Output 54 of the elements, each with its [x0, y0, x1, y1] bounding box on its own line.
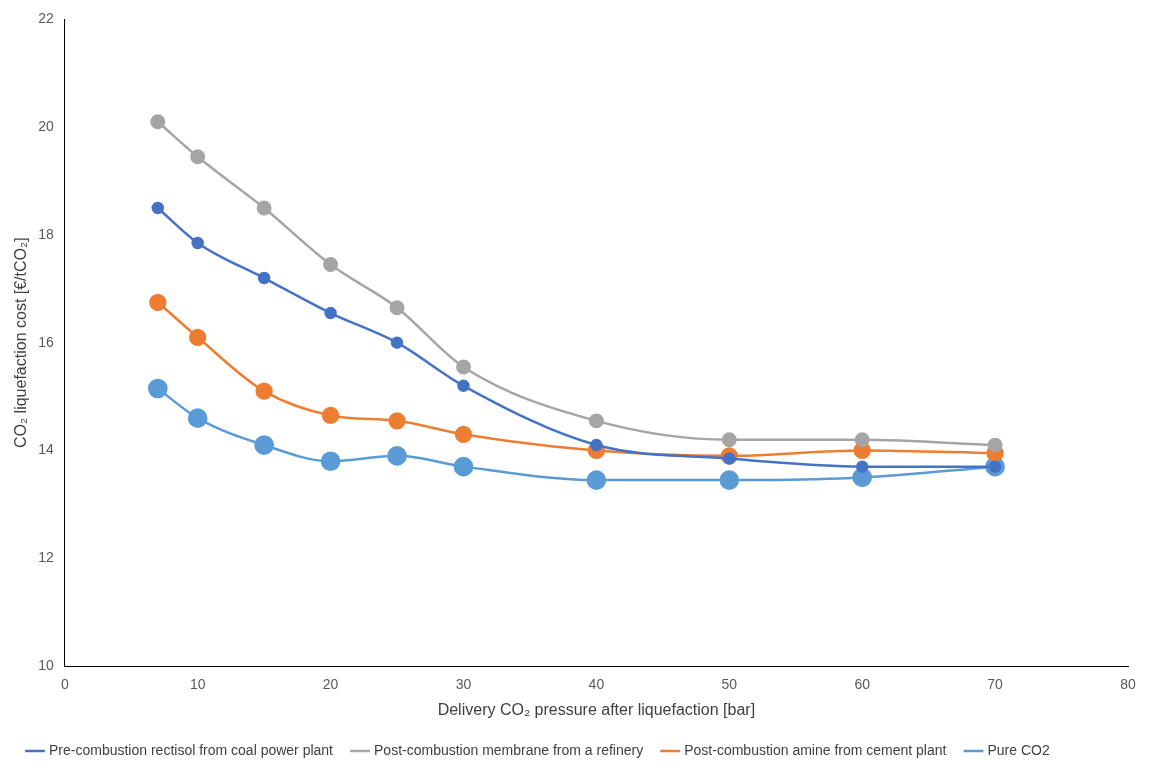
x-tick-label: 80 — [1120, 676, 1136, 693]
point — [323, 257, 339, 273]
point — [389, 300, 405, 316]
y-tick-label: 16 — [38, 333, 54, 350]
point — [191, 236, 204, 250]
point — [151, 201, 165, 215]
legend-label: Post-combustion membrane from a refinery — [374, 741, 644, 758]
legend-label: Pure CO2 — [987, 741, 1050, 758]
point — [320, 451, 341, 472]
point — [149, 293, 167, 311]
point — [387, 446, 407, 466]
y-tick-label: 18 — [38, 225, 54, 242]
y-axis-title: CO₂ liquefaction cost [€/tCO₂] — [12, 237, 30, 449]
point — [586, 470, 607, 490]
point — [150, 114, 166, 130]
point — [189, 328, 207, 346]
x-axis-title: Delivery CO₂ pressure after liquefaction [bar] — [437, 700, 756, 718]
x-tick-label: 40 — [588, 676, 605, 693]
x-tick-label: 50 — [721, 676, 738, 693]
point — [321, 406, 340, 425]
point — [390, 336, 404, 349]
point — [147, 378, 168, 399]
point — [256, 200, 272, 216]
point — [719, 470, 740, 490]
x-tick-label: 70 — [987, 676, 1004, 693]
x-tick-label: 60 — [854, 676, 871, 693]
point — [453, 456, 474, 477]
x-tick-label: 20 — [322, 676, 339, 693]
legend-label: Pre-combustion rectisol from coal power plant — [49, 741, 334, 758]
point — [255, 382, 273, 400]
point — [590, 438, 603, 452]
y-tick-label: 10 — [38, 656, 54, 673]
y-tick-label: 14 — [38, 441, 54, 458]
point — [254, 435, 274, 455]
point — [457, 379, 470, 393]
y-tick-label: 22 — [38, 10, 54, 27]
x-tick-label: 0 — [60, 676, 69, 693]
y-tick-label: 12 — [38, 549, 54, 566]
point — [454, 425, 473, 443]
point — [187, 408, 208, 428]
point — [388, 412, 406, 430]
point — [456, 359, 471, 375]
point — [987, 437, 1003, 453]
point — [190, 149, 206, 165]
point — [855, 460, 869, 473]
point — [324, 306, 337, 320]
point — [721, 432, 737, 448]
point — [257, 271, 271, 285]
x-tick-label: 30 — [455, 676, 472, 693]
x-tick-label: 10 — [189, 676, 206, 693]
y-tick-label: 20 — [38, 118, 54, 135]
legend-label: Post-combustion amine from cement plant — [684, 741, 947, 758]
point — [588, 413, 604, 429]
point — [854, 432, 870, 448]
